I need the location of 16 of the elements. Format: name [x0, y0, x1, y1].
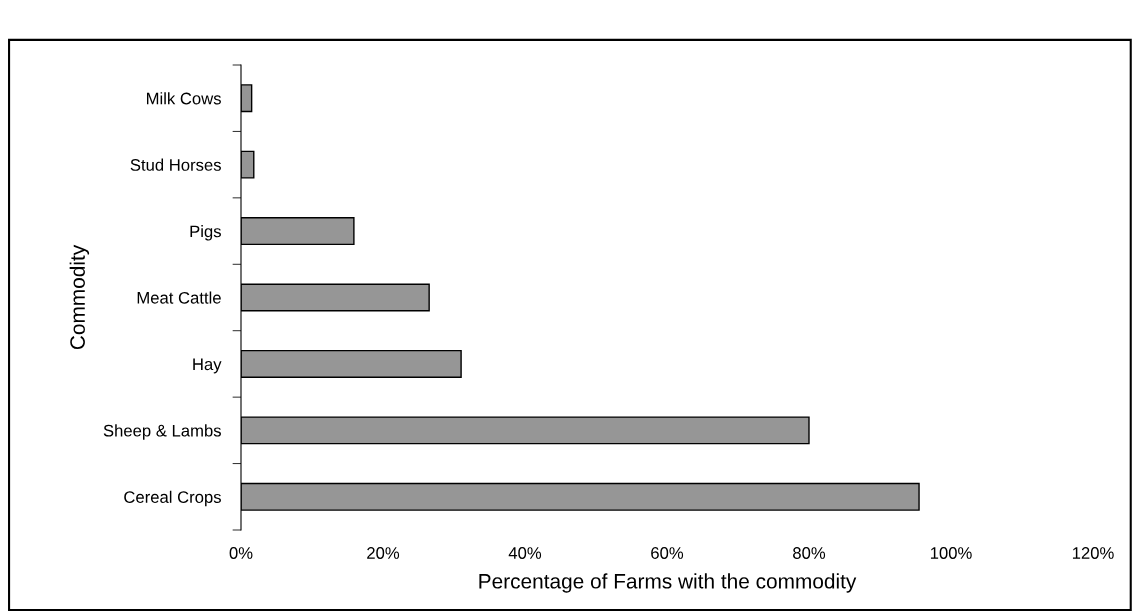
x-tick-label: 120%: [1072, 547, 1114, 559]
x-tick-label: 100%: [930, 547, 972, 559]
x-tick-label: 80%: [793, 547, 826, 559]
y-axis-title: Commodity: [69, 244, 90, 350]
x-tick-label: 0%: [229, 547, 253, 559]
y-tick-label: Milk Cows: [147, 92, 221, 105]
x-axis-title: Percentage of Farms with the commodity: [479, 573, 857, 593]
y-tick-label: Meat Cattle: [137, 291, 221, 304]
x-tick-label: 20%: [367, 547, 400, 559]
x-tick-label: 60%: [651, 547, 684, 559]
y-tick-label: Hay: [193, 358, 222, 374]
y-tick-label: Stud Horses: [130, 158, 221, 171]
y-tick-label: Cereal Crops: [124, 490, 221, 507]
y-tick-label: Pigs: [190, 225, 221, 241]
x-tick-label: 40%: [508, 547, 542, 559]
y-tick-label: Sheep & Lambs: [103, 424, 221, 440]
